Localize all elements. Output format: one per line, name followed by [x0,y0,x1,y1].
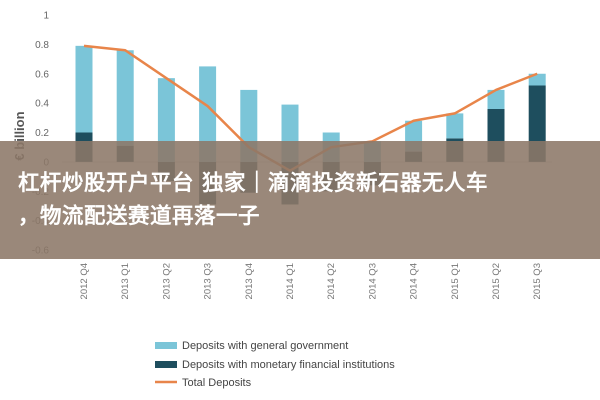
headline-line-2: ，物流配送赛道再落一子 [18,204,261,229]
x-tick-label: 2012 Q4 [79,263,90,299]
y-tick-label: 0.2 [35,128,49,139]
x-tick-label: 2013 Q4 [244,263,255,299]
y-tick-label: 0.6 [35,69,49,80]
x-tick-label: 2015 Q3 [532,263,543,299]
legend: Deposits with general government Deposit… [155,340,395,389]
y-tick-label: 0.4 [35,99,49,110]
bar-general-government [75,45,93,133]
x-tick-label: 2014 Q2 [326,263,337,299]
legend-swatch-general-government [155,342,177,349]
y-tick-label: 0.8 [35,40,49,51]
headline-text[interactable]: 杠杆炒股开户平台 独家｜滴滴投资新石器无人车 ，物流配送赛道再落一子 [18,167,586,233]
x-tick-label: 2014 Q1 [285,263,296,299]
x-tick-label: 2014 Q4 [409,263,420,299]
x-axis-tick-labels: 2012 Q4 2013 Q1 2013 Q2 2013 Q3 2013 Q4 2014 … [79,263,543,299]
x-tick-label: 2015 Q2 [491,263,502,299]
x-tick-label: 2014 Q3 [367,263,378,299]
bar-general-government [157,78,175,162]
x-tick-label: 2015 Q1 [450,263,461,299]
bar-general-government [528,73,546,86]
y-tick-label: 1 [43,11,49,22]
x-tick-label: 2013 Q1 [120,263,131,299]
legend-label-general-government: Deposits with general government [182,340,348,352]
legend-label-total-deposits: Total Deposits [182,377,252,389]
legend-swatch-monetary-institutions [155,361,177,368]
bar-general-government [487,89,505,109]
headline-overlay-banner[interactable]: 杠杆炒股开户平台 独家｜滴滴投资新石器无人车 ，物流配送赛道再落一子 [0,141,600,259]
headline-line-1: 杠杆炒股开户平台 独家｜滴滴投资新石器无人车 [18,171,488,196]
bar-general-government [446,113,464,139]
x-tick-label: 2013 Q3 [203,263,214,299]
bar-general-government [116,50,134,146]
legend-label-monetary-institutions: Deposits with monetary financial institu… [182,359,395,371]
bar-general-government [199,66,217,162]
x-tick-label: 2013 Q2 [161,263,172,299]
